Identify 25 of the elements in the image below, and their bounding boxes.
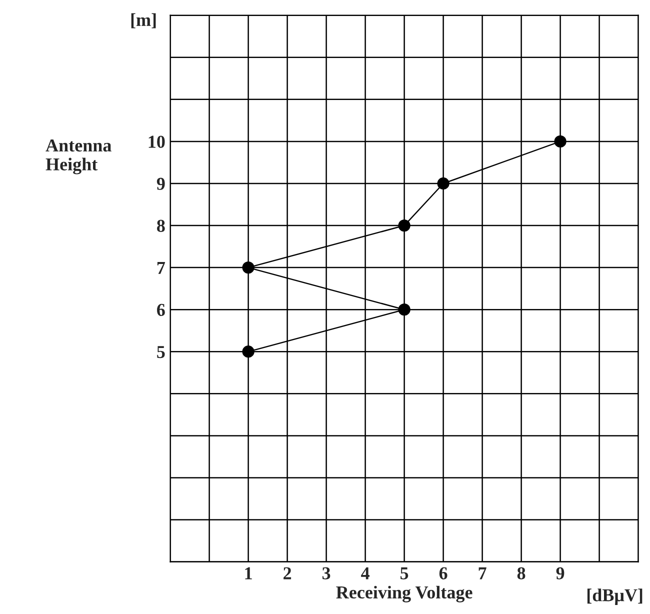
y-tick-label: 5 <box>157 346 165 358</box>
text: [m] <box>131 13 156 28</box>
x-tick-label: 8 <box>517 567 526 580</box>
point <box>398 219 410 232</box>
y-axis-title: Antenna Height <box>46 139 112 174</box>
y-tick-label: 9 <box>156 178 165 190</box>
y-tick-label: 7 <box>157 262 165 274</box>
x-tick-label: 4 <box>361 567 370 580</box>
y-tick-label: 8 <box>157 220 165 232</box>
point <box>242 346 254 358</box>
point <box>242 261 254 274</box>
x-tick-label: 7 <box>478 567 486 580</box>
x-axis-title: Receiving Voltage <box>336 586 472 602</box>
x-tick-label: 9 <box>556 567 564 580</box>
y-tick-label: 6 <box>157 304 165 316</box>
point <box>437 177 450 190</box>
x-tick-label: 1 <box>245 567 252 580</box>
text: [dBμV] <box>587 588 642 605</box>
y-tick-label: 10 <box>148 136 165 148</box>
x-tick-label: 6 <box>439 567 448 580</box>
point <box>554 135 566 148</box>
x-tick-label: 3 <box>322 567 330 580</box>
point <box>398 304 410 316</box>
x-tick-label: 5 <box>400 567 408 580</box>
x-tick-label: 2 <box>284 567 292 580</box>
